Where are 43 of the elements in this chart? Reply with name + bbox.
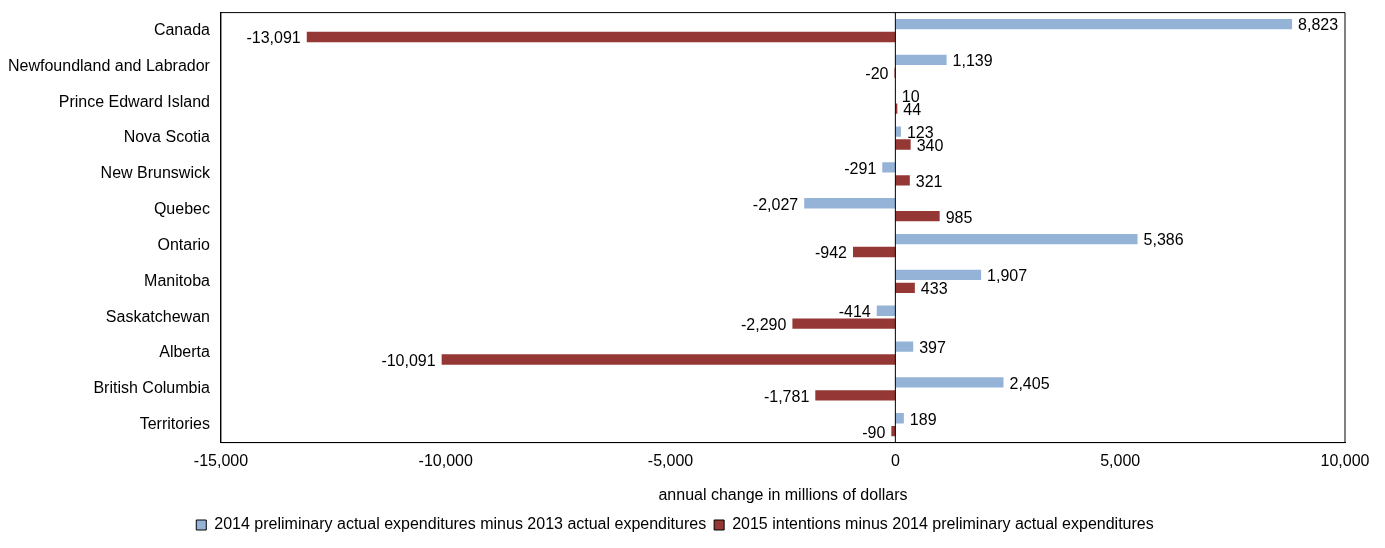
data-label: -20 (865, 65, 889, 83)
data-label: -942 (814, 244, 848, 262)
data-label: 44 (903, 101, 922, 119)
y-tick-label: Prince Edward Island (58, 92, 210, 110)
data-label: -10,091 (381, 351, 436, 369)
x-axis-title: annual change in millions of dollars (658, 485, 908, 503)
y-tick-label: Quebec (153, 200, 210, 218)
x-tick-label: -15,000 (193, 451, 249, 469)
data-label: 2,405 (1009, 374, 1050, 392)
y-tick-label: Saskatchewan (105, 307, 210, 325)
x-tick-label: -10,000 (418, 451, 473, 469)
y-tick-label: British Columbia (93, 379, 211, 397)
data-label: -291 (844, 159, 877, 177)
data-label: -1,781 (763, 387, 810, 405)
y-tick-label: Canada (153, 20, 211, 38)
x-tick-label: -5,000 (647, 451, 694, 469)
data-label: 321 (915, 172, 943, 190)
data-label: 1,907 (987, 267, 1028, 285)
y-tick-label: Territories (139, 415, 210, 433)
y-tick-label: Nova Scotia (123, 128, 211, 146)
y-tick-label: Newfoundland and Labrador (7, 56, 211, 74)
data-label: -414 (838, 303, 871, 321)
data-label: 1,139 (952, 52, 993, 70)
y-tick-label: New Brunswick (100, 164, 211, 182)
y-tick-label: Alberta (159, 343, 211, 361)
legend-label: 2014 preliminary actual expenditures minus 2013 actual expenditures (214, 515, 707, 533)
data-label: 397 (919, 338, 947, 356)
x-tick-label: 0 (890, 451, 900, 469)
y-tick-label: Manitoba (144, 271, 211, 289)
data-label: 985 (945, 208, 973, 226)
data-label: -13,091 (246, 29, 301, 47)
x-tick-label: 5,000 (1100, 451, 1141, 469)
data-label: -2,027 (752, 195, 799, 213)
data-label: -2,290 (741, 316, 787, 334)
data-label: 189 (909, 410, 937, 428)
legend-label: 2015 intentions minus 2014 preliminary actual expenditures (732, 515, 1154, 533)
y-tick-label: Ontario (157, 235, 211, 253)
x-tick-label: 10,000 (1320, 451, 1370, 469)
data-label: 123 (906, 123, 934, 141)
data-label: 433 (920, 280, 948, 298)
data-label: 5,386 (1143, 231, 1184, 249)
data-label: -90 (862, 423, 886, 441)
data-label: 8,823 (1298, 16, 1339, 34)
